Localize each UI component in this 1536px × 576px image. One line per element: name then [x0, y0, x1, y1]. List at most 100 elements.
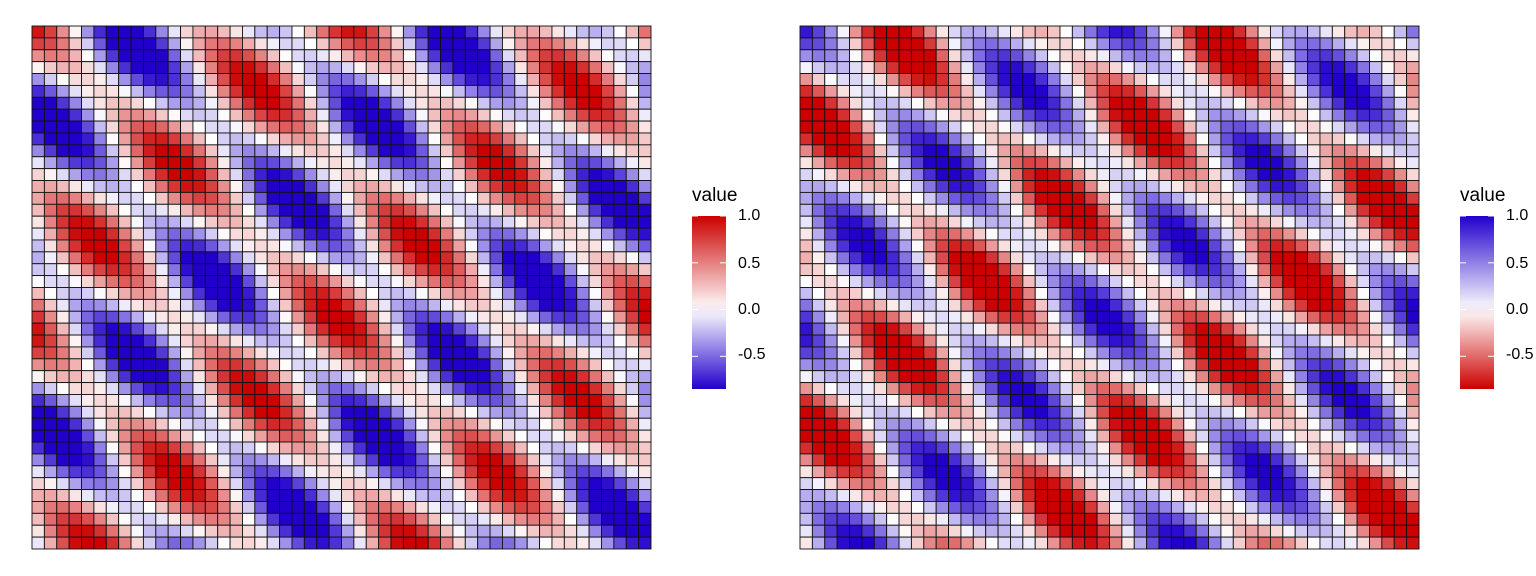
heatmap-cell: [1307, 298, 1321, 312]
heatmap-cell: [56, 358, 70, 372]
heatmap-cell: [588, 156, 602, 170]
heatmap-cell: [1022, 73, 1036, 86]
heatmap-cell: [501, 501, 516, 514]
heatmap-cell: [1319, 346, 1333, 360]
heatmap-cell: [192, 275, 206, 288]
heatmap-cell: [1022, 287, 1036, 300]
heatmap-cell: [898, 168, 912, 181]
heatmap-cell: [539, 120, 553, 134]
heatmap-cell: [489, 180, 503, 193]
legend-tick-label: 1.0: [738, 207, 761, 224]
heatmap-cell: [1232, 524, 1247, 538]
heatmap-cell: [229, 191, 243, 205]
heatmap-cell: [873, 441, 888, 455]
heatmap-cell: [1220, 501, 1234, 514]
heatmap-cell: [464, 536, 479, 550]
heatmap-cell: [1232, 358, 1247, 372]
heatmap-cell: [1034, 453, 1049, 467]
heatmap-cell: [440, 49, 454, 63]
heatmap-cell: [1047, 120, 1061, 134]
heatmap-cell: [204, 334, 219, 348]
heatmap-cell: [799, 394, 813, 407]
heatmap-cell: [415, 512, 429, 526]
heatmap-cell: [1356, 322, 1370, 336]
heatmap-cell: [1195, 370, 1209, 384]
heatmap-cell: [960, 96, 974, 110]
heatmap-cell: [1158, 73, 1172, 86]
heatmap-cell: [266, 168, 281, 181]
heatmap-cell: [1084, 346, 1098, 360]
heatmap-cell: [1109, 405, 1123, 419]
heatmap-cell: [68, 96, 82, 110]
heatmap-cell: [452, 73, 466, 86]
heatmap-cell: [886, 453, 900, 467]
heatmap-cell: [130, 358, 144, 372]
heatmap-cell: [279, 168, 293, 181]
heatmap-cell: [1406, 96, 1420, 110]
heatmap-cell: [155, 489, 169, 502]
heatmap-cell: [167, 251, 182, 265]
heatmap-cell: [997, 394, 1011, 407]
heatmap-cell: [539, 144, 553, 158]
heatmap-cell: [427, 334, 441, 348]
heatmap-cell: [229, 96, 243, 110]
heatmap-cell: [427, 322, 441, 336]
heatmap-cell: [836, 96, 850, 110]
heatmap-cell: [378, 358, 392, 372]
heatmap-cell: [254, 477, 268, 491]
heatmap-cell: [1133, 298, 1148, 312]
heatmap-cell: [303, 215, 318, 229]
heatmap-cell: [811, 25, 826, 39]
heatmap-cell: [167, 382, 182, 395]
heatmap-cell: [204, 120, 219, 134]
heatmap-cell: [402, 382, 417, 395]
heatmap-cell: [1257, 465, 1271, 479]
heatmap-cell: [613, 370, 627, 384]
heatmap-cell: [155, 180, 169, 193]
heatmap-cell: [390, 37, 404, 51]
heatmap-cell: [948, 156, 962, 170]
heatmap-cell: [1059, 501, 1073, 514]
heatmap-cell: [1096, 370, 1110, 384]
heatmap-cell: [1022, 441, 1036, 455]
heatmap-cell: [316, 536, 330, 550]
heatmap-cell: [1208, 382, 1222, 395]
heatmap-cell: [1356, 405, 1370, 419]
heatmap-cell: [1257, 37, 1271, 51]
heatmap-cell: [353, 287, 367, 300]
heatmap-cell: [452, 203, 466, 217]
heatmap-cell: [849, 239, 863, 253]
heatmap-cell: [1010, 310, 1024, 324]
heatmap-cell: [539, 263, 553, 277]
heatmap-cell: [353, 394, 367, 407]
heatmap-cell: [167, 346, 182, 360]
heatmap-cell: [477, 358, 491, 372]
heatmap-cell: [898, 251, 912, 265]
heatmap-cell: [1133, 61, 1148, 75]
heatmap-cell: [464, 524, 479, 538]
heatmap-cell: [601, 37, 615, 51]
heatmap-cell: [142, 453, 157, 467]
heatmap-cell: [1356, 358, 1370, 372]
heatmap-cell: [1257, 441, 1271, 455]
heatmap-cell: [1294, 73, 1309, 86]
heatmap-cell: [1084, 477, 1098, 491]
heatmap-cell: [836, 191, 850, 205]
heatmap-cell: [328, 96, 342, 110]
heatmap-cell: [1393, 25, 1408, 39]
heatmap-cell: [427, 358, 441, 372]
heatmap-cell: [427, 73, 441, 86]
heatmap-cell: [204, 180, 219, 193]
heatmap-cell: [378, 96, 392, 110]
heatmap-cell: [56, 215, 70, 229]
heatmap-cell: [242, 334, 256, 348]
heatmap-cell: [1071, 477, 1086, 491]
heatmap-cell: [948, 61, 962, 75]
heatmap-cell: [861, 251, 875, 265]
heatmap-cell: [1245, 144, 1259, 158]
heatmap-cell: [254, 84, 268, 98]
heatmap-cell: [477, 394, 491, 407]
heatmap-cell: [1369, 334, 1383, 348]
heatmap-cell: [836, 453, 850, 467]
heatmap-cell: [613, 108, 627, 122]
